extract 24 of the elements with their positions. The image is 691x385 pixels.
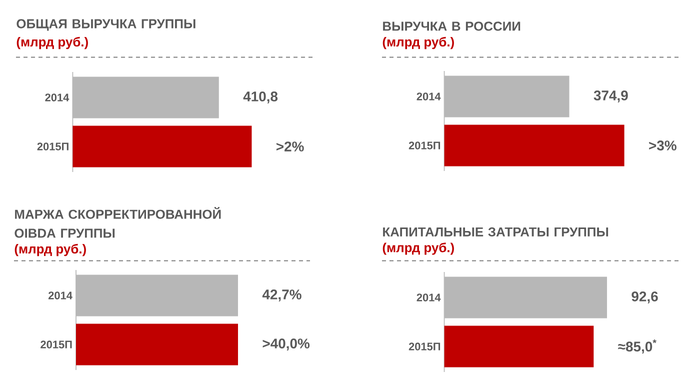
y-tick-label: 2014 [45,94,70,102]
y-tick-label: 2014 [416,92,441,100]
data-label: >3% [649,140,676,150]
data-label: ≈85,0$^{*}$ [618,339,656,354]
data-label: 410,8 [243,92,278,104]
data-label: >40,0% [262,338,310,350]
chart-title: ВЫРУЧКА В РОССИИ [383,22,520,31]
data-label: 374,9 [594,90,628,102]
data-label: >2% [276,142,304,152]
chart-title: КАПИТАЛЬНЫЕ ЗАТРАТЫ ГРУППЫ [383,227,608,236]
y-tick-label: 2015П [37,142,68,150]
y-tick-label: 2014 [416,294,441,302]
chart-subtitle: (млрд руб.) [16,36,88,50]
y-tick-label: 2014 [48,292,72,300]
chart-title: ОБЩАЯ ВЫРУЧКА ГРУППЫ [16,19,196,31]
chart-subtitle: (млрд руб.) [382,242,454,255]
data-label: 92,6 [632,292,658,304]
y-tick-label: 2015П [408,342,440,350]
chart-subtitle: (млрд руб.) [382,36,454,50]
data-label: 42,7% [262,290,302,302]
y-tick-label: 2015П [40,340,72,348]
chart-title: МАРЖА СКОРРЕКТИРОВАННОЙ OIBDA ГРУППЫ [14,207,221,238]
chart-subtitle: (млрд руб.) [14,244,86,256]
y-tick-label: 2015П [408,142,440,150]
